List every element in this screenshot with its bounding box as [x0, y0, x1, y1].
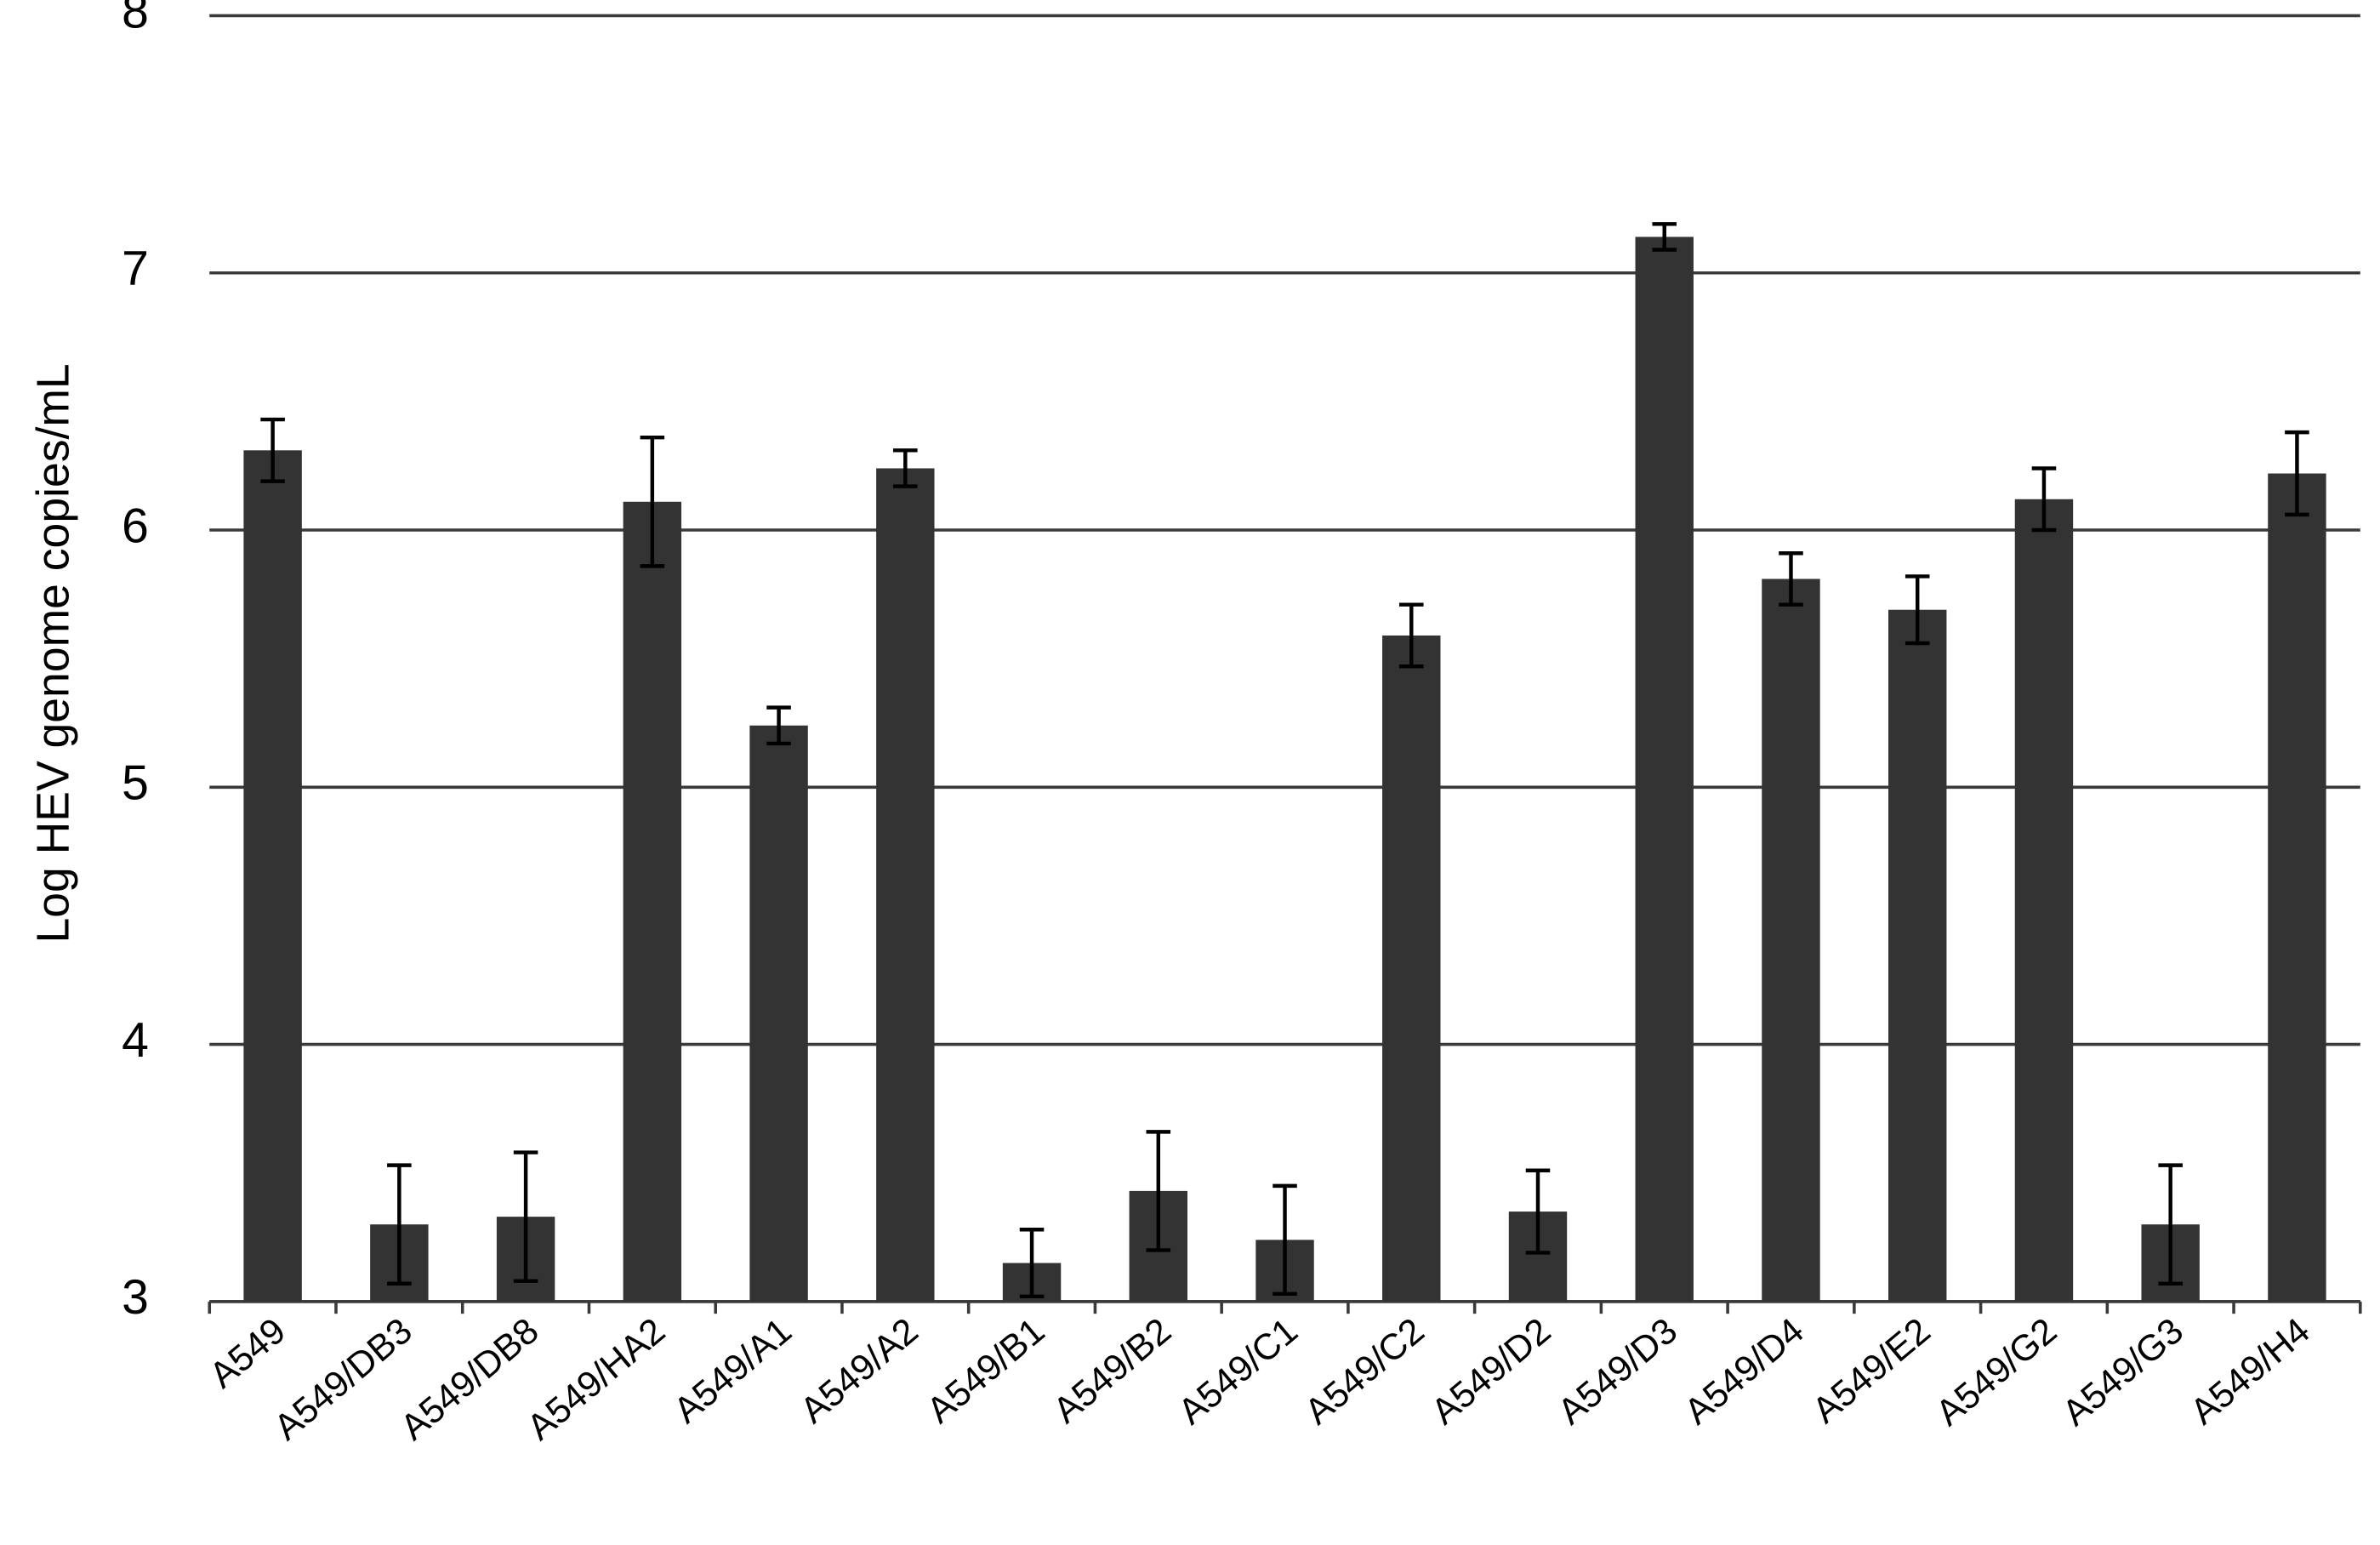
x-tick-label: A549/D2 [1424, 1310, 1558, 1433]
y-tick-label: 4 [122, 1013, 149, 1068]
x-tick-label: A549/A2 [793, 1310, 926, 1431]
x-tick-label: A549/B2 [1045, 1310, 1179, 1431]
error-bar [2285, 430, 2309, 517]
error-bar [766, 705, 791, 746]
error-bar [387, 1163, 412, 1286]
error-bar [1905, 574, 1930, 646]
bar [243, 450, 302, 1302]
error-bar [1146, 1130, 1171, 1252]
error-bar [1525, 1168, 1551, 1255]
x-tick-label: A549/DB3 [266, 1310, 419, 1448]
x-tick-label: A549/H4 [2183, 1310, 2317, 1433]
x-tick-label: A549/HA2 [520, 1310, 673, 1448]
x-tick-label: A549/E2 [1805, 1310, 1939, 1431]
error-bar [1019, 1228, 1045, 1299]
error-bar [1398, 602, 1424, 669]
x-tick-label: A549/C1 [1170, 1310, 1305, 1433]
x-tick-label: A549/G3 [2055, 1310, 2191, 1434]
x-tick-label: A549/D4 [1677, 1310, 1811, 1433]
error-bar [2031, 466, 2057, 533]
x-tick-label: A549/D3 [1551, 1310, 1685, 1433]
error-bar [893, 448, 918, 488]
y-tick-label: 7 [122, 242, 149, 296]
x-tick-label: A549/G2 [1928, 1310, 2064, 1434]
x-tick-label: A549/A1 [666, 1310, 800, 1431]
x-tick-label: A549 [202, 1310, 293, 1396]
bar [876, 468, 935, 1302]
error-bar [2158, 1163, 2183, 1286]
bar [1888, 609, 1947, 1302]
error-bar [513, 1150, 538, 1283]
y-axis-title: Log HEV genome copies/mL [28, 363, 78, 943]
x-tick-label: A549/C2 [1297, 1310, 1432, 1433]
error-bar [1652, 222, 1677, 252]
bar [749, 725, 808, 1302]
bar [1635, 237, 1694, 1302]
error-bar [640, 435, 665, 568]
plot-area [243, 222, 2326, 1302]
x-tick-label: A549/B1 [920, 1310, 1053, 1431]
y-tick-label: 5 [122, 756, 149, 811]
error-bar [1273, 1183, 1297, 1297]
x-tick-label: A549/DB8 [393, 1310, 546, 1448]
error-bar [1779, 551, 1803, 607]
y-tick-label: 3 [122, 1270, 149, 1325]
bar [1762, 579, 1820, 1302]
bar [623, 501, 682, 1302]
bar [2268, 473, 2326, 1302]
y-tick-label: 8 [122, 0, 149, 39]
y-tick-label: 6 [122, 499, 149, 553]
bar [1382, 635, 1441, 1302]
bar [2014, 499, 2074, 1302]
error-bar [260, 417, 285, 483]
